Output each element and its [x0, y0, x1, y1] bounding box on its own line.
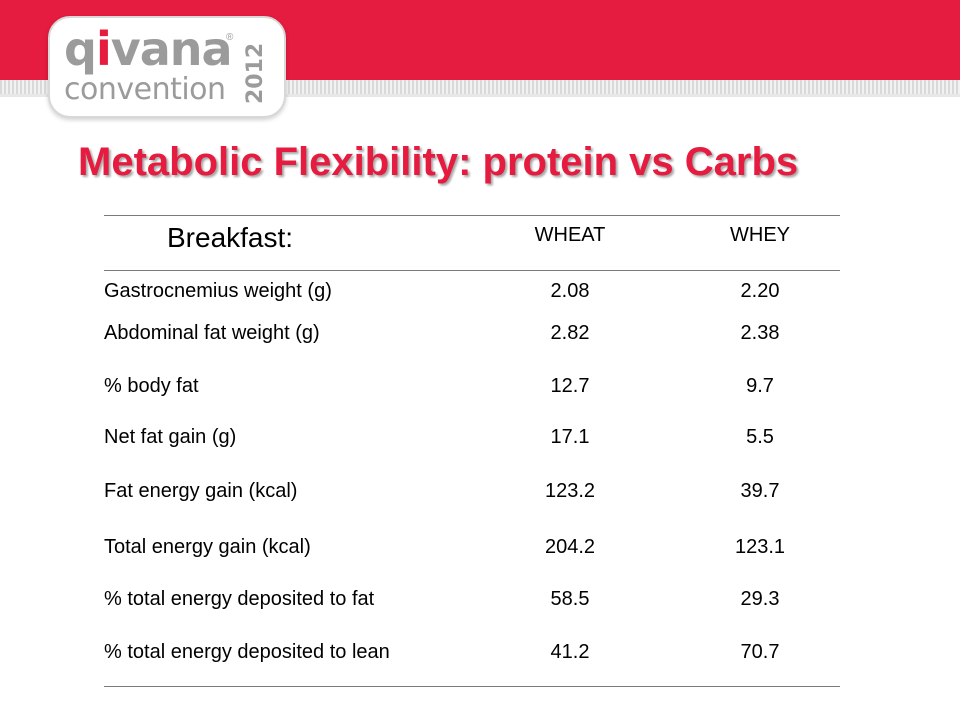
- row-value-wheat: 2.08: [550, 280, 590, 302]
- row-value-wheat: 2.82: [550, 322, 590, 344]
- row-value-whey: 2.20: [740, 280, 780, 302]
- row-label: Net fat gain (g): [104, 426, 237, 448]
- row-value-wheat: 204.2: [544, 536, 596, 558]
- row-label: Gastrocnemius weight (g): [104, 280, 332, 302]
- row-label: Abdominal fat weight (g): [104, 322, 320, 344]
- row-value-wheat: 12.7: [550, 375, 590, 397]
- row-label: % body fat: [104, 375, 199, 397]
- row-label: % total energy deposited to fat: [104, 588, 375, 610]
- column-header-wheat: WHEAT: [534, 224, 606, 246]
- table-header-label: Breakfast:: [167, 222, 294, 253]
- row-value-wheat: 58.5: [550, 588, 590, 610]
- row-value-whey: 2.38: [740, 322, 780, 344]
- row-label: Fat energy gain (kcal): [104, 480, 298, 502]
- logo-letters-rest: vana: [110, 22, 233, 76]
- row-value-whey: 39.7: [740, 480, 780, 502]
- slide-title: Metabolic Flexibility: protein vs Carbs: [78, 140, 799, 184]
- logo-registered-mark: ®: [226, 32, 234, 43]
- logo-letter-i: i: [95, 22, 112, 76]
- table-header-rule: [104, 270, 840, 271]
- column-header-whey: WHEY: [730, 224, 790, 246]
- row-label: % total energy deposited to lean: [104, 641, 390, 663]
- row-value-whey: 123.1: [734, 536, 786, 558]
- convention-logo: qivana ® convention 2012: [48, 16, 286, 118]
- row-value-wheat: 41.2: [550, 641, 590, 663]
- row-label: Total energy gain (kcal): [104, 536, 311, 558]
- logo-year: 2012: [243, 42, 268, 104]
- row-value-wheat: 17.1: [550, 426, 590, 448]
- row-value-whey: 5.5: [746, 426, 774, 448]
- row-value-whey: 9.7: [746, 375, 774, 397]
- table-bottom-rule: [104, 686, 840, 687]
- table-top-rule: [104, 215, 840, 216]
- header-stripe-shadow: [0, 94, 960, 97]
- logo-letter-q: q: [64, 22, 97, 76]
- row-value-whey: 29.3: [740, 588, 780, 610]
- row-value-wheat: 123.2: [544, 480, 596, 502]
- row-value-whey: 70.7: [740, 641, 780, 663]
- logo-wordmark: qivana: [64, 22, 233, 76]
- logo-subtitle: convention: [64, 72, 226, 107]
